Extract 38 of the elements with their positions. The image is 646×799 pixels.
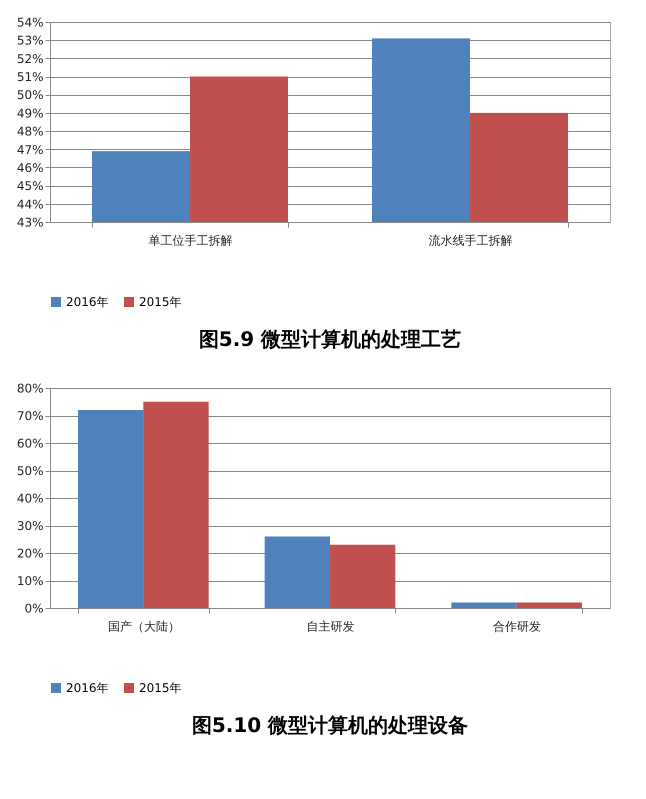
y-tick-label: 46%	[16, 160, 44, 175]
y-tick-label: 60%	[16, 436, 44, 450]
y-tick-label: 54%	[16, 16, 44, 30]
legend-label: 2015年	[139, 681, 182, 695]
x-tick-label: 国产（大陆）	[108, 620, 180, 634]
legend-label: 2016年	[66, 295, 109, 309]
y-tick-label: 80%	[16, 382, 44, 396]
bar	[516, 602, 582, 608]
text: 图5.10 微型计算机的处理设备	[192, 713, 468, 737]
y-tick-label: 40%	[16, 492, 44, 506]
y-tick-label: 43%	[16, 216, 44, 230]
y-tick-label: 47%	[16, 142, 44, 157]
y-tick-label: 70%	[16, 409, 44, 423]
y-tick-label: 51%	[16, 70, 44, 84]
bar	[143, 402, 209, 608]
legend-label: 2016年	[66, 681, 109, 695]
x-tick-label: 流水线手工拆解	[428, 234, 512, 248]
bar	[264, 536, 330, 608]
x-tick-label: 合作研发	[493, 620, 542, 634]
y-tick-label: 0%	[24, 602, 44, 616]
legend-label: 2015年	[139, 295, 182, 309]
y-tick-label: 10%	[16, 574, 44, 588]
y-tick-label: 45%	[16, 179, 44, 194]
y-tick-label: 20%	[16, 546, 44, 560]
text: 图5.9 微型计算机的处理工艺	[198, 327, 462, 351]
y-tick-label: 50%	[16, 464, 44, 478]
y-tick-label: 49%	[16, 106, 44, 120]
bar	[451, 602, 517, 608]
y-tick-label: 52%	[16, 52, 44, 66]
bar	[330, 544, 396, 608]
y-tick-label: 30%	[16, 519, 44, 533]
y-tick-label: 48%	[16, 124, 44, 139]
x-tick-label: 单工位手工拆解	[148, 234, 232, 248]
bar	[78, 410, 144, 608]
x-tick-label: 自主研发	[306, 620, 354, 634]
y-tick-label: 50%	[16, 88, 44, 102]
y-tick-label: 44%	[16, 197, 44, 212]
y-tick-label: 53%	[16, 34, 44, 48]
